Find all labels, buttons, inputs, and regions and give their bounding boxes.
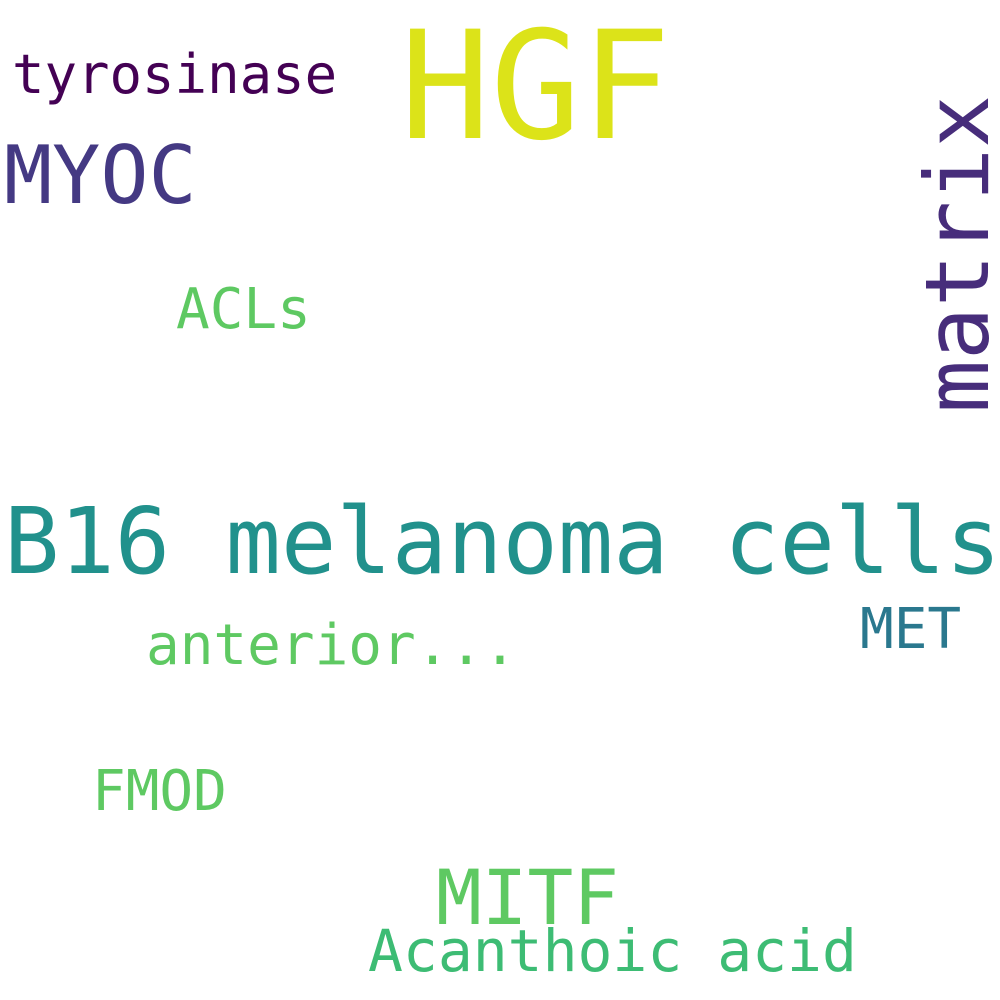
word-b16-melanoma-cells: B16 melanoma cells [4,488,1000,595]
word-anterior: anterior... [146,613,517,678]
word-myoc: MYOC [4,129,197,222]
word-acls: ACLs [176,277,311,342]
word-matrix: matrix [906,95,1000,413]
word-mitf: MITF [436,853,620,942]
word-tyrosinase: tyrosinase [12,43,338,106]
word-fmod: FMOD [92,759,227,824]
word-hgf: HGF [400,0,671,174]
word-met: MET [860,597,962,662]
word-acanthoic-acid: Acanthoic acid [368,917,857,985]
